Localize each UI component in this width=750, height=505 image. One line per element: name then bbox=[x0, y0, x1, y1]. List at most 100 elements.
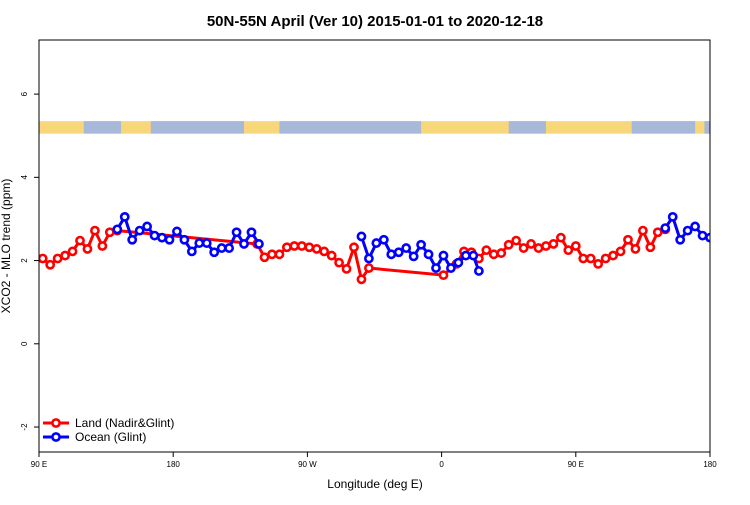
data-point bbox=[460, 250, 471, 261]
data-point bbox=[164, 234, 175, 245]
data-point bbox=[186, 246, 197, 257]
data-point bbox=[488, 249, 499, 260]
data-point bbox=[423, 249, 434, 260]
data-point bbox=[281, 242, 292, 253]
data-point bbox=[172, 226, 182, 237]
data-point bbox=[45, 259, 56, 270]
data-point bbox=[593, 258, 604, 269]
series-layer bbox=[39, 211, 721, 285]
data-point bbox=[341, 263, 352, 274]
data-point bbox=[246, 227, 257, 238]
series-land bbox=[39, 224, 671, 285]
data-point bbox=[67, 246, 78, 257]
y-tick-label: 2 bbox=[20, 258, 29, 263]
data-point bbox=[585, 253, 596, 264]
data-point bbox=[179, 234, 190, 245]
data-point bbox=[548, 239, 559, 249]
data-point bbox=[667, 211, 678, 222]
data-point bbox=[446, 263, 456, 273]
data-point bbox=[438, 270, 449, 281]
data-point bbox=[364, 253, 374, 264]
landmask-strip bbox=[39, 121, 710, 134]
data-point bbox=[416, 239, 426, 250]
data-point bbox=[39, 253, 48, 264]
data-point bbox=[408, 251, 419, 262]
data-point bbox=[660, 223, 671, 234]
y-tick-label: 6 bbox=[20, 91, 29, 96]
data-point bbox=[690, 221, 700, 232]
data-point bbox=[119, 211, 130, 222]
data-point bbox=[645, 242, 656, 253]
y-tick-label: -2 bbox=[20, 423, 29, 431]
plot-frame bbox=[38, 39, 711, 453]
data-point bbox=[326, 250, 337, 261]
x-tick-label: 180 bbox=[167, 460, 181, 469]
data-point bbox=[511, 235, 522, 246]
data-point bbox=[60, 250, 70, 261]
data-point bbox=[386, 249, 397, 260]
x-axis-label: Longitude (deg E) bbox=[327, 477, 422, 491]
series-ocean bbox=[112, 211, 721, 276]
data-point bbox=[714, 236, 721, 243]
data-point bbox=[393, 247, 404, 258]
data-point bbox=[311, 244, 322, 254]
legend-label: Land (Nadir&Glint) bbox=[75, 416, 174, 430]
data-point bbox=[157, 232, 167, 243]
data-point bbox=[638, 225, 648, 236]
data-point bbox=[453, 257, 464, 268]
y-tick-label: 4 bbox=[20, 175, 29, 180]
data-point bbox=[134, 225, 145, 236]
data-point bbox=[274, 249, 285, 260]
data-point bbox=[615, 246, 626, 257]
data-point bbox=[608, 250, 618, 261]
data-point bbox=[334, 257, 344, 268]
data-point bbox=[97, 241, 108, 251]
landmask-ocean-band bbox=[83, 121, 122, 134]
data-point bbox=[555, 232, 566, 243]
legend-marker bbox=[51, 418, 61, 428]
data-point bbox=[224, 243, 235, 253]
landmask-ocean-band bbox=[704, 121, 710, 134]
data-point bbox=[52, 253, 63, 264]
data-point bbox=[578, 253, 589, 264]
data-point bbox=[438, 250, 449, 261]
y-axis-ticks: -2 0 2 4 6 bbox=[20, 91, 39, 431]
landmask-ocean-band bbox=[631, 121, 696, 134]
data-point bbox=[254, 239, 264, 249]
data-point bbox=[201, 238, 212, 248]
data-point bbox=[541, 241, 551, 251]
data-point bbox=[209, 247, 220, 258]
data-point bbox=[75, 235, 85, 246]
data-point bbox=[112, 224, 123, 235]
y-tick-label: 0 bbox=[20, 341, 29, 346]
legend-label: Ocean (Glint) bbox=[75, 430, 146, 444]
data-point bbox=[194, 238, 205, 248]
data-point bbox=[104, 227, 115, 238]
data-point bbox=[473, 266, 484, 276]
data-point bbox=[533, 243, 544, 253]
data-point bbox=[630, 244, 641, 254]
data-point bbox=[570, 241, 581, 251]
data-point bbox=[356, 274, 367, 285]
data-point bbox=[526, 239, 536, 249]
data-point bbox=[127, 234, 138, 245]
data-point bbox=[503, 239, 514, 250]
data-point bbox=[231, 227, 242, 238]
data-point bbox=[259, 252, 270, 263]
data-point bbox=[431, 263, 441, 273]
data-point bbox=[623, 234, 633, 245]
data-point bbox=[652, 227, 663, 238]
data-point bbox=[697, 230, 708, 241]
y-axis-label: XCO2 - MLO trend (ppm) bbox=[0, 179, 13, 314]
data-point bbox=[371, 238, 382, 248]
data-point bbox=[239, 239, 249, 249]
x-tick-label: 90 W bbox=[298, 460, 317, 469]
data-point bbox=[364, 263, 374, 273]
data-point bbox=[82, 244, 93, 254]
legend: Land (Nadir&Glint)Ocean (Glint) bbox=[43, 416, 174, 444]
data-point bbox=[319, 246, 330, 257]
landmask-ocean-band bbox=[508, 121, 546, 134]
data-point bbox=[401, 243, 412, 253]
